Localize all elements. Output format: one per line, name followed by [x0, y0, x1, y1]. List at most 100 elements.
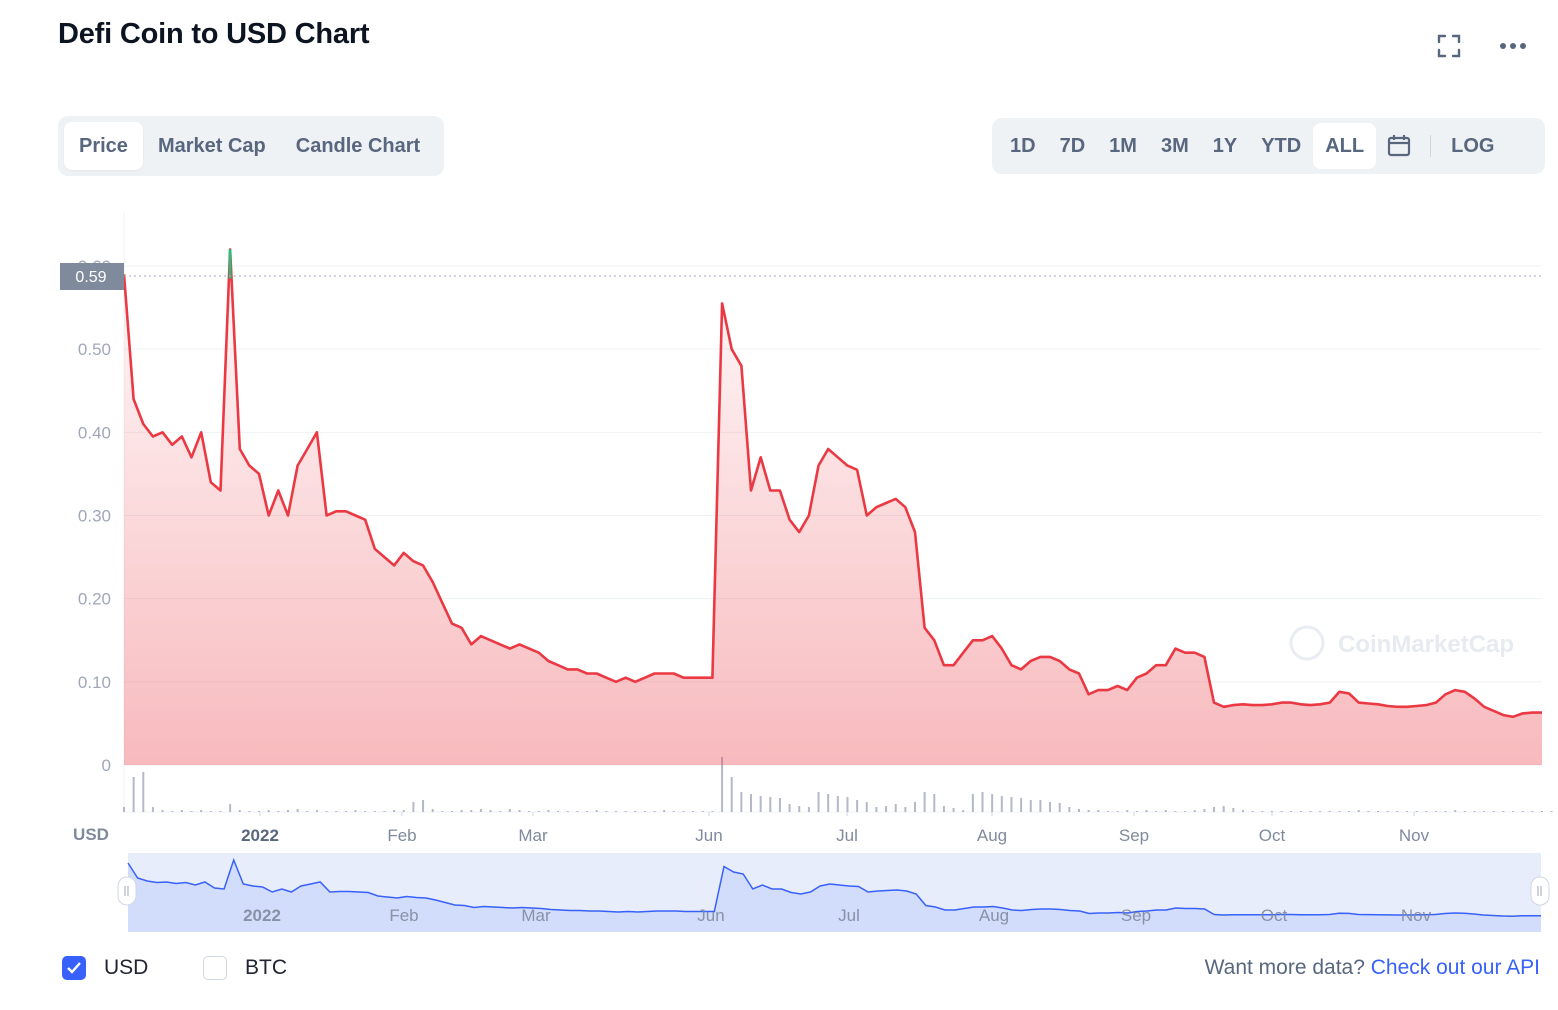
legend-usd[interactable]: USD — [62, 956, 148, 980]
navigator-label: Oct — [1261, 906, 1288, 925]
volume-bar — [402, 810, 405, 812]
calendar-icon[interactable] — [1376, 123, 1422, 169]
volume-bar — [1000, 796, 1003, 812]
volume-bar — [1087, 810, 1090, 812]
volume-bar — [614, 811, 617, 812]
volume-bar — [576, 811, 579, 812]
usd-checkbox[interactable] — [62, 956, 86, 980]
volume-bar — [1512, 811, 1515, 812]
range-3m[interactable]: 3M — [1160, 134, 1189, 157]
volume-bar — [1463, 811, 1466, 812]
volume-bar — [460, 810, 463, 812]
volume-bar — [489, 810, 492, 812]
x-tick-label: Nov — [1399, 826, 1430, 845]
price-line — [122, 248, 1542, 719]
tab-market-cap[interactable]: Market Cap — [157, 134, 266, 157]
volume-bar — [1010, 797, 1013, 812]
volume-bar — [1299, 811, 1302, 812]
navigator-handle-left[interactable] — [117, 876, 137, 906]
volume-bar — [450, 811, 453, 812]
volume-bar — [1251, 811, 1254, 812]
volume-bar — [759, 796, 762, 812]
y-tick-label: 0.40 — [78, 423, 111, 442]
volume-bar — [846, 797, 849, 812]
volume-bar — [769, 797, 772, 812]
navigator-label: Sep — [1121, 906, 1151, 925]
volume-bar — [1174, 811, 1177, 812]
volume-bar — [1425, 811, 1428, 812]
divider — [1430, 135, 1432, 157]
volume-bar — [605, 811, 608, 812]
navigator-label: Jun — [697, 906, 724, 925]
x-tick-label: Oct — [1259, 826, 1286, 845]
volume-bar — [634, 811, 637, 812]
volume-bar — [817, 792, 820, 812]
volume-bar — [315, 810, 318, 812]
volume-bar — [788, 804, 791, 812]
api-link[interactable]: Check out our API — [1370, 956, 1540, 979]
range-all[interactable]: ALL — [1313, 123, 1377, 169]
time-range-selector: 1D 7D 1M 3M 1Y YTD ALL LOG — [992, 118, 1545, 174]
legend-btc[interactable]: BTC — [203, 956, 287, 980]
y-tick-label: 0.10 — [78, 673, 111, 692]
more-options-icon[interactable] — [1497, 30, 1529, 62]
fullscreen-icon[interactable] — [1433, 30, 1465, 62]
volume-bar — [286, 810, 289, 812]
volume-bar — [730, 777, 733, 812]
range-1d[interactable]: 1D — [1010, 134, 1036, 157]
volume-bar — [566, 811, 569, 812]
btc-checkbox[interactable] — [203, 956, 227, 980]
volume-bar — [875, 807, 878, 812]
volume-bar — [1280, 811, 1283, 812]
api-promo: Want more data? Check out our API — [1205, 956, 1540, 980]
volume-bar — [123, 807, 125, 812]
volume-bar — [1434, 811, 1437, 812]
range-7d[interactable]: 7D — [1059, 134, 1086, 157]
volume-bar — [296, 809, 299, 812]
volume-bar — [1483, 811, 1486, 812]
y-tick-label: 0.30 — [78, 507, 111, 526]
price-area — [124, 249, 1542, 765]
tab-price[interactable]: Price — [64, 122, 143, 170]
volume-bar — [807, 807, 810, 812]
volume-bar — [537, 811, 540, 812]
volume-bar — [692, 811, 695, 812]
navigator[interactable]: 2022 Feb Mar Jun Jul Aug Sep Oct Nov — [117, 853, 1550, 932]
volume-bar — [557, 811, 560, 812]
volume-bar — [1309, 811, 1312, 812]
volume-bar — [1068, 807, 1071, 812]
volume-bar — [1222, 806, 1225, 812]
navigator-label: Jul — [838, 906, 860, 925]
volume-bar — [190, 811, 193, 812]
volume-bar — [1396, 811, 1399, 812]
volume-bar — [364, 811, 367, 812]
volume-bar — [711, 811, 714, 812]
volume-bar — [1145, 810, 1148, 812]
log-scale-button[interactable]: LOG — [1451, 134, 1495, 157]
volume-bar — [277, 811, 280, 812]
volume-bar — [499, 811, 502, 812]
price-chart[interactable]: 00.100.200.300.400.500.60USD CoinMarketC… — [0, 0, 1558, 940]
y-axis-unit: USD — [73, 825, 109, 844]
volume-bar — [750, 794, 753, 812]
volume-bar — [798, 806, 801, 812]
navigator-handle-right[interactable] — [1530, 876, 1550, 906]
navigator-label: 2022 — [243, 906, 281, 925]
volume-bar — [219, 811, 222, 812]
volume-bar — [151, 807, 154, 812]
navigator-line — [127, 857, 1541, 917]
volume-bar — [132, 777, 135, 812]
volume-bar — [209, 811, 212, 812]
volume-bar — [1492, 811, 1495, 812]
volume-bar — [1405, 811, 1408, 812]
tab-candle-chart[interactable]: Candle Chart — [295, 134, 421, 157]
range-1y[interactable]: 1Y — [1212, 134, 1238, 157]
range-ytd[interactable]: YTD — [1261, 134, 1302, 157]
volume-bar — [952, 808, 955, 812]
volume-bar — [229, 804, 232, 812]
x-tick-label: 2022 — [241, 826, 279, 845]
volume-bar — [913, 802, 916, 812]
range-1m[interactable]: 1M — [1109, 134, 1137, 157]
volume-bar — [643, 811, 646, 812]
volume-bar — [470, 810, 473, 812]
